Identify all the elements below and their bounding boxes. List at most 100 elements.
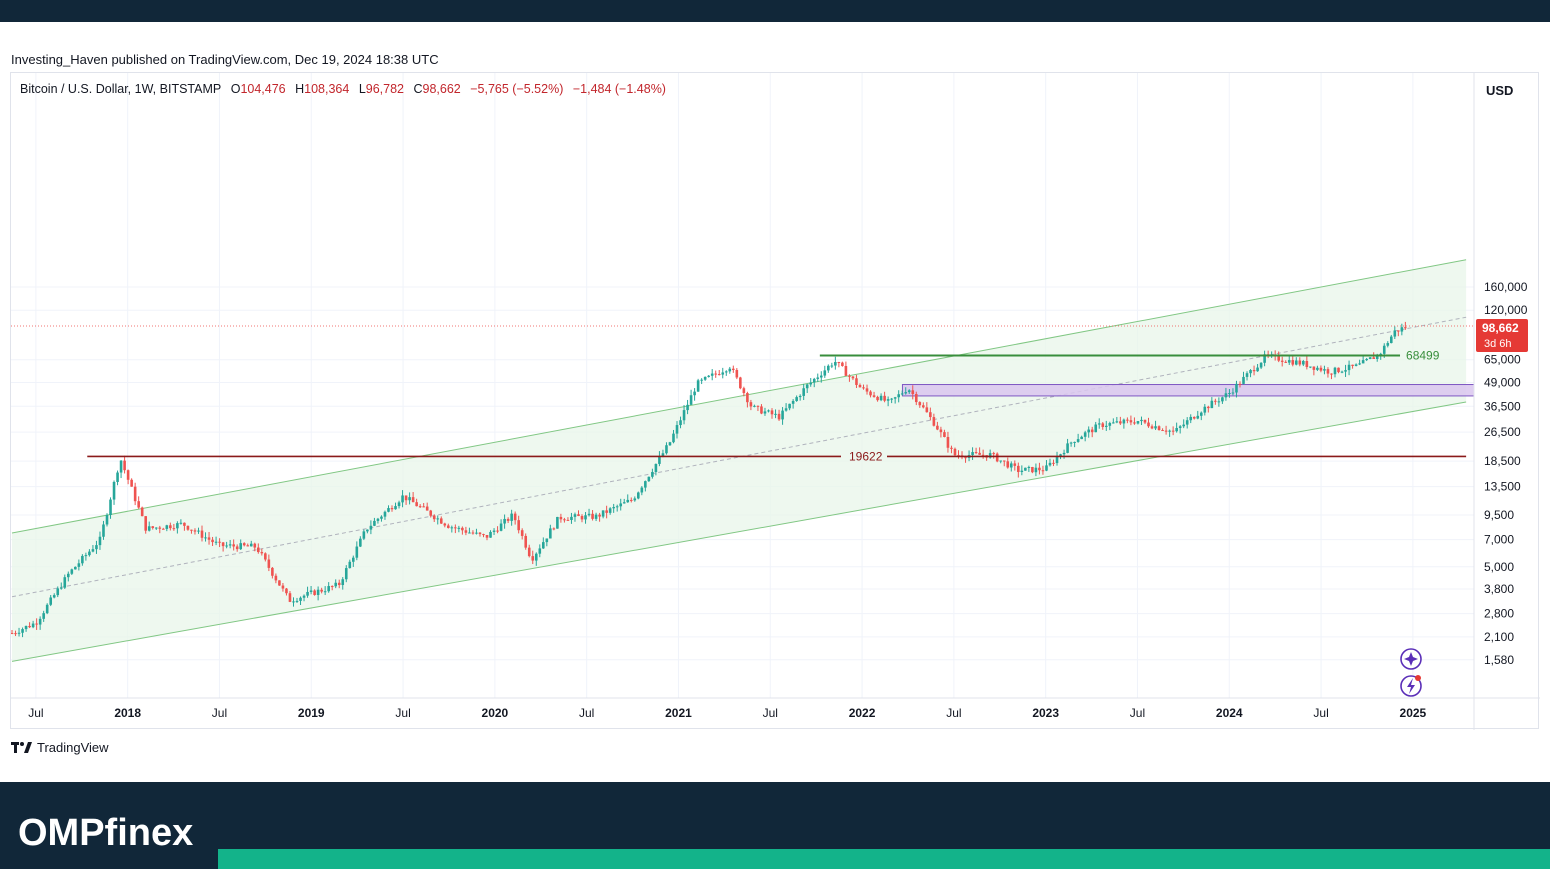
candle-body xyxy=(499,523,503,531)
candle-body xyxy=(116,472,119,482)
ohlc-legend: Bitcoin / U.S. Dollar, 1W, BITSTAMP O104… xyxy=(20,82,666,96)
candle-body xyxy=(348,561,352,569)
candle-body xyxy=(471,532,475,534)
candle-body xyxy=(411,497,415,503)
candle-body xyxy=(140,507,144,517)
candle-body xyxy=(841,362,844,366)
tradingview-brand[interactable]: TradingView xyxy=(11,740,109,755)
candle-body xyxy=(637,492,640,499)
candle-body xyxy=(517,520,520,531)
candle-body xyxy=(161,528,165,530)
candle-body xyxy=(1009,463,1013,468)
candle-body xyxy=(668,442,672,446)
candle-body xyxy=(264,553,267,560)
candle-body xyxy=(851,376,855,379)
candle-body xyxy=(805,384,809,389)
candle-body xyxy=(929,412,932,418)
assistant-star-glyph xyxy=(1404,652,1418,666)
candle-body xyxy=(369,525,373,530)
candle-body xyxy=(876,396,879,401)
candle-body xyxy=(330,586,334,588)
candle-body xyxy=(1397,330,1400,332)
candle-body xyxy=(52,595,56,598)
open-value: 104,476 xyxy=(240,82,286,96)
candle-body xyxy=(1069,442,1073,444)
candle-body xyxy=(1256,367,1259,372)
candle-body xyxy=(918,402,922,406)
candle-body xyxy=(1087,429,1090,433)
candle-body xyxy=(1302,361,1305,365)
candle-body xyxy=(1337,367,1340,373)
close-value: 98,662 xyxy=(422,82,461,96)
candle-body xyxy=(344,568,348,580)
candle-body xyxy=(1347,364,1351,371)
open-label: O xyxy=(230,82,241,96)
candle-body xyxy=(506,518,510,521)
candle-body xyxy=(1126,419,1129,421)
candle-body xyxy=(605,510,608,513)
candle-body xyxy=(320,589,323,592)
candle-body xyxy=(249,543,253,547)
candle-body xyxy=(816,377,820,379)
x-tick-label: Jul xyxy=(212,706,227,720)
x-tick-label: Jul xyxy=(579,706,594,720)
candle-body xyxy=(756,405,760,407)
price-chart[interactable]: 68499 19622 USD 160,000 120,000 65,000 49,000 3… xyxy=(11,73,1540,730)
chart-frame[interactable]: 68499 19622 USD 160,000 120,000 65,000 49,000 3… xyxy=(10,72,1540,730)
resistance-label: 68499 xyxy=(1406,348,1440,362)
candle-body xyxy=(886,399,890,401)
candle-body xyxy=(1017,465,1020,473)
candle-body xyxy=(1368,357,1372,359)
candle-body xyxy=(239,543,243,550)
candle-body xyxy=(362,531,366,539)
candle-body xyxy=(1382,345,1386,354)
candle-body xyxy=(306,591,309,596)
candle-body xyxy=(429,510,433,516)
candle-body xyxy=(784,408,788,411)
publisher-line: Investing_Haven published on TradingView… xyxy=(11,52,439,67)
candle-body xyxy=(316,589,320,595)
candle-body xyxy=(81,555,84,564)
candle-body xyxy=(1196,415,1200,419)
y-tick-label: 5,000 xyxy=(1484,560,1514,574)
candle-body xyxy=(848,375,851,377)
candle-body xyxy=(183,522,186,526)
candle-body xyxy=(1164,430,1168,432)
candle-body xyxy=(1228,393,1231,395)
candle-body xyxy=(123,460,126,471)
candle-body xyxy=(1277,355,1280,361)
candle-body xyxy=(496,530,499,532)
candle-body xyxy=(1333,367,1337,375)
candle-body xyxy=(587,513,591,516)
candle-body xyxy=(1214,400,1217,402)
symbol-label[interactable]: Bitcoin / U.S. Dollar, 1W, BITSTAMP xyxy=(20,82,222,96)
candle-body xyxy=(1291,360,1295,365)
candle-body xyxy=(777,413,781,420)
trend-channel-fill xyxy=(12,259,1467,662)
candle-body xyxy=(707,375,710,377)
candle-body xyxy=(489,531,492,538)
candle-body xyxy=(763,411,767,414)
candle-body xyxy=(995,453,999,462)
candle-body xyxy=(288,593,292,602)
candle-body xyxy=(619,503,623,507)
candle-body xyxy=(862,387,865,389)
y-tick-label: 36,500 xyxy=(1484,399,1521,413)
candle-body xyxy=(1052,462,1055,464)
candle-body xyxy=(88,551,91,556)
candle-body xyxy=(552,528,556,530)
candle-body xyxy=(591,513,594,519)
candle-body xyxy=(858,384,862,388)
candle-body xyxy=(531,556,535,561)
candle-body xyxy=(70,569,74,574)
candle-body xyxy=(714,373,718,375)
candle-body xyxy=(197,530,200,532)
candle-body xyxy=(1038,467,1041,471)
candle-body xyxy=(640,487,644,493)
candle-body xyxy=(988,453,992,458)
candle-body xyxy=(1249,370,1252,374)
alert-bolt-glyph xyxy=(1407,678,1415,694)
candle-body xyxy=(1112,422,1115,424)
candle-body xyxy=(74,566,77,570)
candle-body xyxy=(66,573,70,578)
